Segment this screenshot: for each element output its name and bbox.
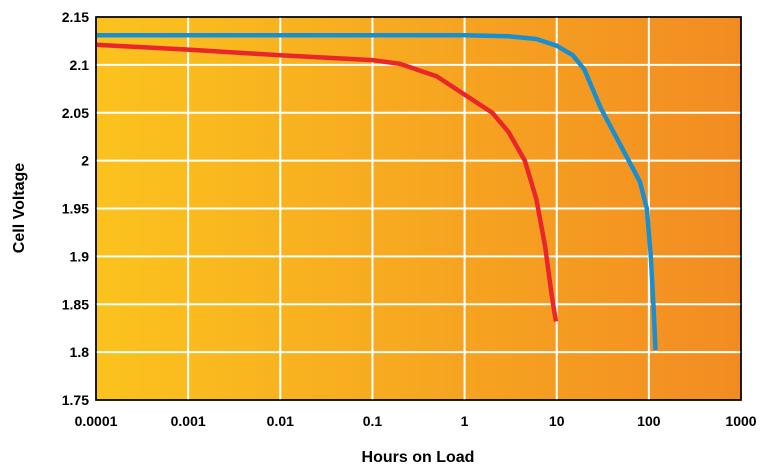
y-tick-label: 1.8	[70, 344, 90, 360]
x-tick-labels: 0.0001 0.001 0.01 0.1 1 10 100 1000	[75, 413, 757, 429]
x-tick-label: 1000	[725, 413, 756, 429]
x-tick-label: 0.0001	[75, 413, 118, 429]
x-tick-label: 0.1	[363, 413, 383, 429]
x-tick-label: 0.01	[267, 413, 294, 429]
x-axis-title: Hours on Load	[362, 449, 475, 466]
y-axis-title: Cell Voltage	[11, 163, 28, 253]
y-tick-label: 2.05	[62, 105, 89, 121]
x-tick-label: 10	[549, 413, 565, 429]
grid-lines	[96, 17, 741, 400]
y-tick-label: 1.95	[62, 201, 89, 217]
y-tick-label: 2.15	[62, 9, 89, 25]
series-line-2	[95, 42, 559, 322]
x-tick-label: 0.001	[171, 413, 206, 429]
y-tick-label: 1.85	[62, 296, 89, 312]
plot-border	[95, 16, 742, 401]
y-tick-labels: 2.15 2.1 2.05 2 1.95 1.9 1.85 1.8 1.75	[62, 9, 89, 408]
series-line-1	[96, 32, 658, 351]
y-tick-label: 1.9	[70, 248, 90, 264]
y-tick-label: 2.1	[70, 57, 90, 73]
x-tick-label: 100	[637, 413, 661, 429]
y-tick-label: 2	[81, 153, 89, 169]
y-tick-label: 1.75	[62, 392, 89, 408]
series-lines	[95, 32, 658, 351]
x-tick-label: 1	[461, 413, 469, 429]
